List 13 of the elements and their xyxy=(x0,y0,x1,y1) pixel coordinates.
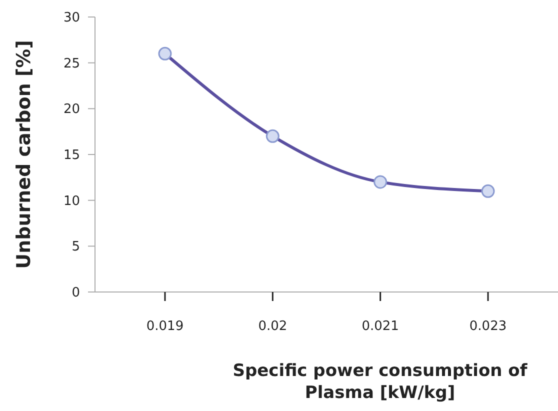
y-tick-label: 20 xyxy=(63,102,80,118)
y-tick-label: 0 xyxy=(72,286,80,301)
x-tick-label: 0.021 xyxy=(362,319,399,334)
y-tick-label: 30 xyxy=(63,10,80,26)
x-tick-label: 0.019 xyxy=(146,319,184,334)
y-tick-label: 15 xyxy=(63,148,80,164)
y-tick-label: 10 xyxy=(63,194,80,209)
x-tick-label: 0.023 xyxy=(469,319,507,334)
y-tick-label: 5 xyxy=(72,240,80,255)
x-axis-title: Specific power consumption of Plasma [kW/kg] xyxy=(232,361,528,403)
x-tick-label: 0.02 xyxy=(258,319,288,334)
y-tick-label: 25 xyxy=(63,56,80,72)
y-axis-title: Unburned carbon [%] xyxy=(13,40,35,269)
